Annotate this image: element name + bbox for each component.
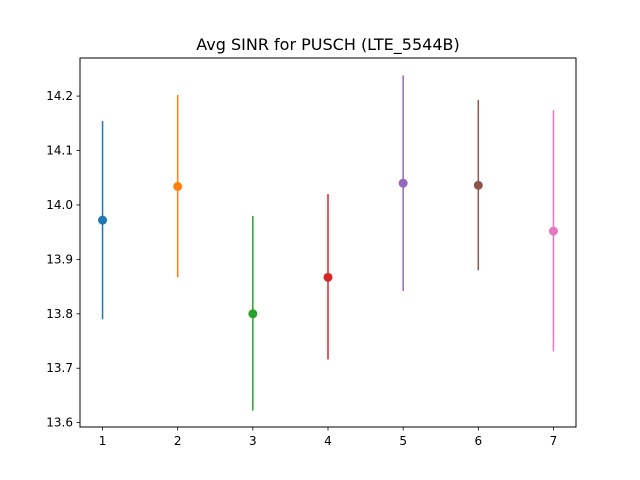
data-series (98, 75, 558, 411)
y-tick-label: 14.2 (46, 89, 73, 103)
x-tick-label: 6 (474, 434, 482, 448)
data-point-2 (173, 181, 183, 191)
x-tick-label: 2 (174, 434, 182, 448)
x-axis: 1 2 3 4 5 6 7 (99, 427, 558, 448)
y-tick-label: 14.0 (46, 198, 73, 212)
data-point-3 (248, 309, 258, 319)
y-tick-label: 13.8 (46, 307, 73, 321)
x-tick-label: 1 (99, 434, 107, 448)
data-point-7 (548, 226, 558, 236)
y-tick-label: 14.1 (46, 144, 73, 158)
y-tick-label: 13.9 (46, 252, 73, 266)
x-tick-label: 3 (249, 434, 257, 448)
data-point-6 (473, 180, 483, 190)
x-tick-label: 5 (399, 434, 407, 448)
x-tick-label: 7 (550, 434, 558, 448)
y-tick-label: 13.7 (46, 361, 73, 375)
data-point-4 (323, 272, 333, 282)
data-point-1 (98, 215, 108, 225)
data-point-5 (398, 178, 408, 188)
x-tick-label: 4 (324, 434, 332, 448)
y-axis: 13.6 13.7 13.8 13.9 14.0 14.1 14.2 (46, 89, 80, 430)
chart-title: Avg SINR for PUSCH (LTE_5544B) (196, 35, 459, 55)
y-tick-label: 13.6 (46, 416, 73, 430)
